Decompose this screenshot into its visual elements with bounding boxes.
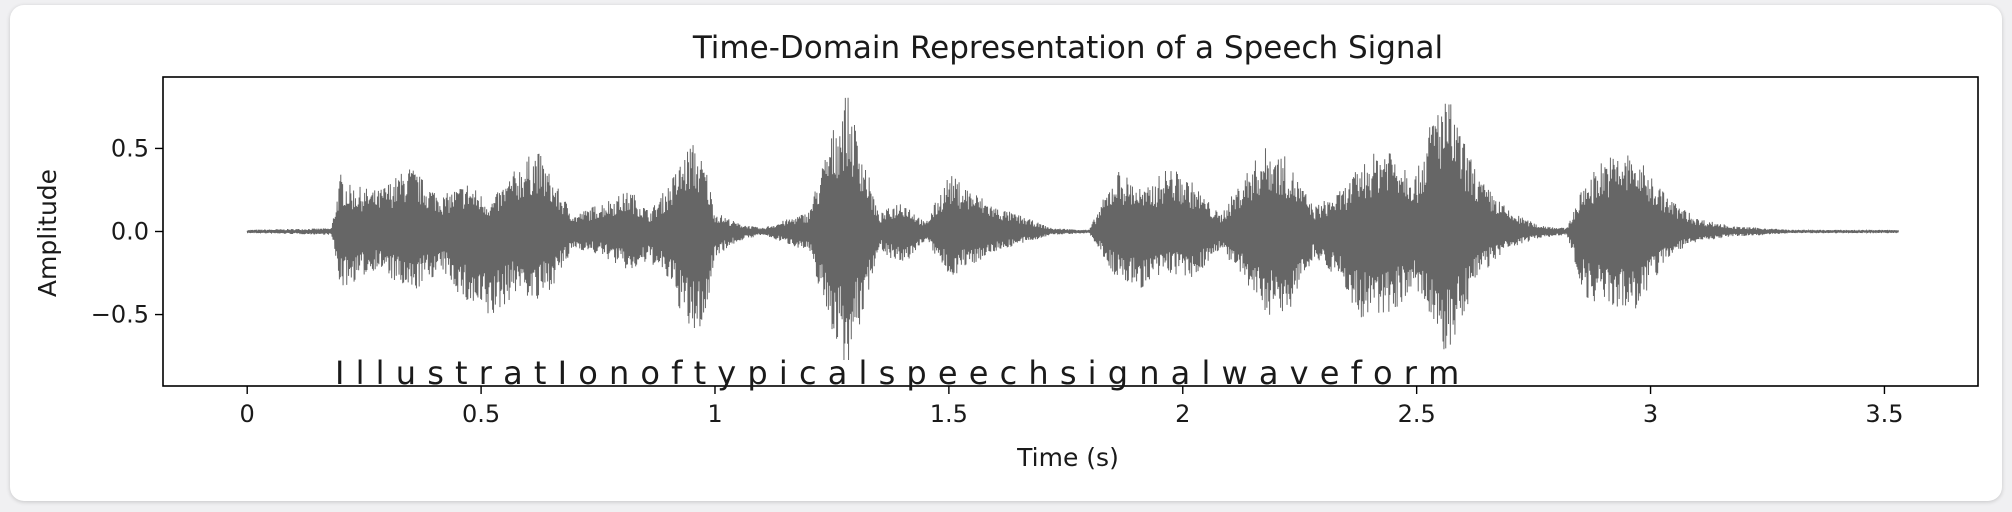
y-axis-ticks: 0.5 0.0 −0.5: [91, 134, 163, 329]
x-tick-label: 1.5: [930, 400, 968, 428]
y-tick-label: 0.0: [111, 218, 149, 246]
waveform-annotation: I l l u s t r a t I o n o f t y p i c a …: [335, 354, 1460, 392]
waveform-line: [246, 97, 1899, 361]
x-tick-label: 3.5: [1865, 400, 1903, 428]
x-tick-label: 2: [1175, 400, 1190, 428]
x-tick-label: 1: [707, 400, 722, 428]
x-tick-label: 3: [1643, 400, 1658, 428]
x-tick-label: 2.5: [1398, 400, 1436, 428]
x-axis-label: Time (s): [1016, 443, 1119, 472]
x-tick-label: 0.5: [462, 400, 500, 428]
y-tick-label: −0.5: [91, 301, 149, 329]
waveform-series: [246, 97, 1899, 361]
y-tick-label: 0.5: [111, 134, 149, 162]
x-tick-label: 0: [240, 400, 255, 428]
y-axis-label: Amplitude: [33, 169, 62, 297]
chart-title: Time-Domain Representation of a Speech S…: [692, 30, 1443, 66]
x-axis-ticks: 0 0.5 1 1.5 2 2.5 3 3.5: [240, 386, 1904, 428]
